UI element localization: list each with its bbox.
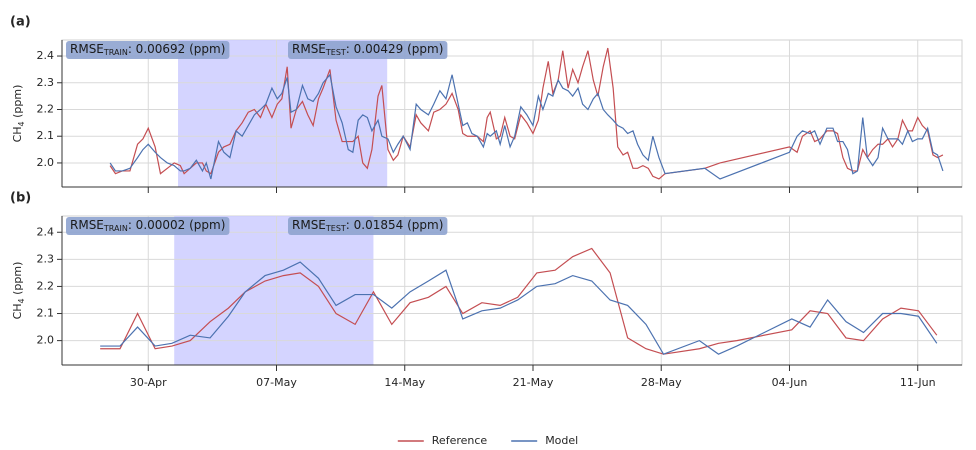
y-tick-label: 2.3 (37, 252, 55, 265)
annotation-text-part: RMSE (70, 42, 104, 56)
y-tick-label: 2.4 (37, 49, 55, 62)
x-tick-label: 14-May (384, 376, 425, 389)
annotation-text-part: : 0.01854 (ppm) (346, 218, 444, 232)
y-tick-label: 2.4 (37, 225, 55, 238)
legend-label: Reference (432, 434, 488, 447)
legend: Reference Model (397, 434, 578, 447)
annotation-box (66, 217, 230, 235)
x-tick-label: 07-May (256, 376, 297, 389)
annotation-text: RMSETEST: 0.01854 (ppm) (292, 218, 443, 233)
annotation-text-part: : 0.00429 (ppm) (346, 42, 444, 56)
y-axis-label-part: CH (11, 126, 24, 142)
x-tick-label: 04-Jun (772, 376, 808, 389)
panel: 2.0 2.1 2.2 2.3 2.4 30-Apr 07-May 14-May 21-May 2… (11, 215, 963, 389)
annotation-box (288, 217, 448, 235)
annotation-text: RMSETRAIN: 0.00692 (ppm) (70, 42, 225, 57)
y-axis-label-part: (ppm) (11, 85, 24, 122)
y-tick-label: 2.0 (37, 334, 55, 347)
y-tick-label: 2.3 (37, 76, 55, 89)
y-tick-label: 2.1 (37, 129, 55, 142)
annotation-text-part: RMSE (292, 42, 326, 56)
x-tick-label: 28-May (641, 376, 682, 389)
x-tick-label: 30-Apr (130, 376, 167, 389)
highlight-span (174, 216, 374, 365)
y-axis-label-part: (ppm) (11, 262, 24, 299)
annotation-text-part: TEST (325, 224, 346, 233)
y-tick-label: 2.0 (37, 156, 55, 169)
y-axis-label: CH4 (ppm) (11, 262, 26, 320)
annotation-text-part: TRAIN (103, 48, 128, 57)
x-tick-label: 21-May (513, 376, 554, 389)
annotation-text-part: TRAIN (103, 224, 128, 233)
panel-label: (a) (10, 15, 31, 30)
y-axis-label-part: 4 (17, 298, 26, 303)
y-axis-label: CH4 (ppm) (11, 85, 26, 143)
annotation-text: RMSETRAIN: 0.00002 (ppm) (70, 218, 225, 233)
series-line (109, 73, 944, 180)
y-axis-label-part: CH (11, 303, 24, 319)
annotation: RMSETRAIN: 0.00692 (ppm) (66, 41, 230, 59)
series-line (100, 261, 938, 355)
annotation-box (66, 41, 230, 59)
y-tick-label: 2.1 (37, 307, 55, 320)
panel-label: (b) (10, 191, 31, 206)
x-tick-label: 11-Jun (900, 376, 936, 389)
annotation-text: RMSETEST: 0.00429 (ppm) (292, 42, 443, 57)
annotation: RMSETEST: 0.00429 (ppm) (288, 41, 448, 59)
highlight-span (178, 40, 388, 187)
annotation-text-part: : 0.00002 (ppm) (128, 218, 226, 232)
series-line (100, 247, 938, 355)
y-tick-label: 2.2 (37, 279, 55, 292)
annotation: RMSETRAIN: 0.00002 (ppm) (66, 217, 230, 235)
y-tick-label: 2.2 (37, 102, 55, 115)
annotation-text-part: TEST (325, 48, 346, 57)
series-line (109, 47, 944, 180)
legend-label: Model (545, 434, 578, 447)
annotation-text-part: RMSE (292, 218, 326, 232)
annotation-text-part: RMSE (70, 218, 104, 232)
y-axis-label-part: 4 (17, 121, 26, 126)
annotation: RMSETEST: 0.01854 (ppm) (288, 217, 448, 235)
annotation-box (288, 41, 448, 59)
annotation-text-part: : 0.00692 (ppm) (128, 42, 226, 56)
